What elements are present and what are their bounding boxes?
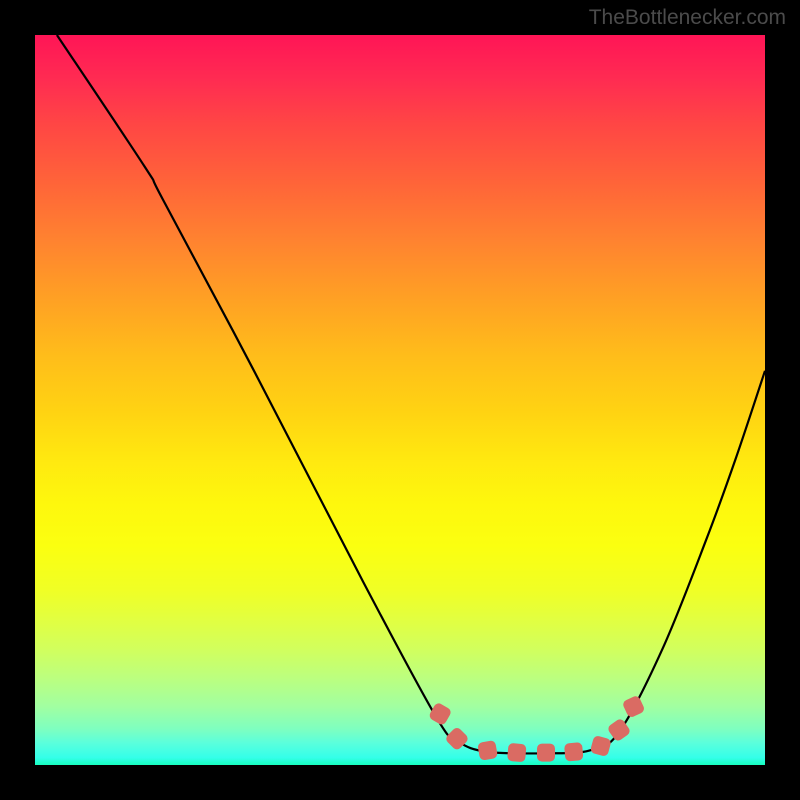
curve-marker: [444, 726, 469, 751]
curve-marker: [590, 735, 612, 757]
curve-marker: [622, 695, 646, 719]
curve-marker: [564, 742, 584, 762]
chart-area: [35, 35, 765, 765]
curve-marker: [428, 702, 453, 727]
curve-markers: [428, 695, 646, 763]
watermark-text: TheBottlenecker.com: [589, 6, 786, 30]
curve-marker: [606, 717, 631, 742]
bottleneck-curve: [57, 35, 765, 753]
curve-marker: [507, 743, 527, 763]
chart-svg: [35, 35, 765, 765]
curve-marker: [477, 740, 498, 761]
curve-marker: [537, 744, 555, 762]
